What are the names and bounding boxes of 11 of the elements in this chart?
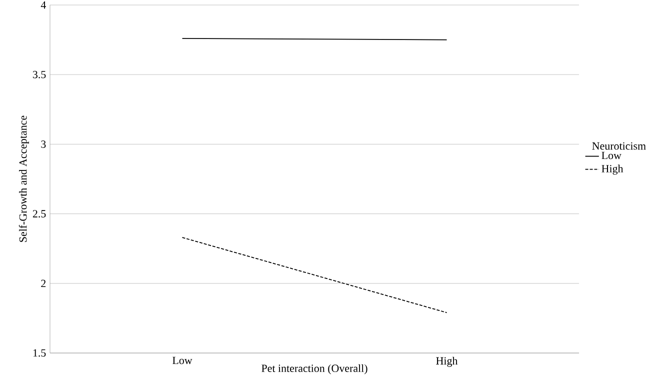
y-tick-label: 4 bbox=[40, 1, 46, 9]
y-tick-label: 2.5 bbox=[32, 210, 46, 218]
y-tick-label: 3.5 bbox=[32, 70, 46, 78]
y-tick-label: 1.5 bbox=[33, 349, 46, 357]
legend-label: High bbox=[602, 164, 624, 175]
y-axis-title: Self-Growth and Acceptance bbox=[18, 116, 29, 242]
legend-title: Neuroticism bbox=[592, 142, 646, 150]
x-axis-title: Pet interaction (Overall) bbox=[262, 364, 368, 374]
legend-label: Low bbox=[602, 152, 622, 160]
y-tick-label: 2 bbox=[41, 280, 46, 288]
y-tick-label: 3 bbox=[41, 140, 46, 148]
